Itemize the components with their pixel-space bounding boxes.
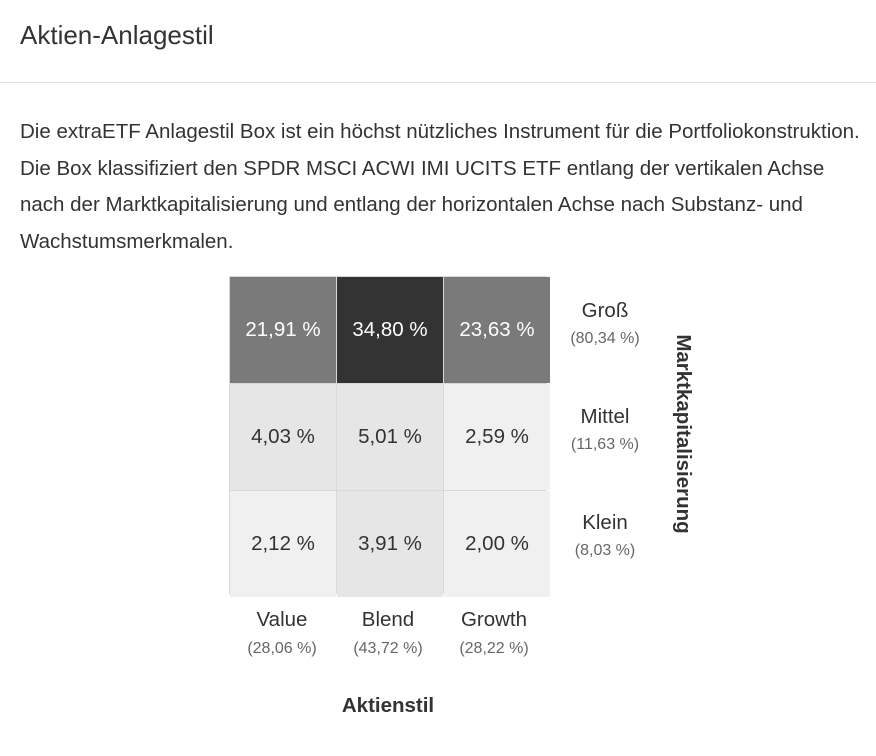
description-text: Die extraETF Anlagestil Box ist ein höch… [20, 120, 860, 253]
style-box-cell-small-value: 2,12 % [230, 491, 336, 597]
style-box-cell-mid-blend: 5,01 % [337, 384, 443, 490]
x-axis-label: Aktienstil [341, 694, 435, 717]
column-label-name: Value [256, 608, 308, 631]
row-label-name: Klein [582, 511, 628, 534]
row-label-name: Groß [581, 299, 629, 322]
column-label-blend: Blend (43,72 %) [335, 608, 441, 658]
row-label-name: Mittel [580, 405, 630, 428]
style-box-cell-large-blend: 34,80 % [337, 277, 443, 383]
row-label-percent: (8,03 %) [574, 542, 636, 559]
row-label-mid: Mittel (11,63 %) [560, 405, 650, 454]
column-label-percent: (43,72 %) [353, 640, 423, 657]
column-label-name: Blend [361, 608, 415, 631]
row-label-large: Groß (80,34 %) [560, 299, 650, 348]
style-box-cell-mid-value: 4,03 % [230, 384, 336, 490]
section-header: Aktien-Anlagestil [0, 0, 876, 83]
column-label-percent: (28,22 %) [459, 640, 529, 657]
style-box-cell-large-value: 21,91 % [230, 277, 336, 383]
style-box-cell-mid-growth: 2,59 % [444, 384, 550, 490]
style-box-cell-large-growth: 23,63 % [444, 277, 550, 383]
section-title: Aktien-Anlagestil [20, 20, 214, 50]
style-box-cell-small-blend: 3,91 % [337, 491, 443, 597]
column-label-name: Growth [460, 608, 528, 631]
column-label-growth: Growth (28,22 %) [441, 608, 547, 658]
row-label-small: Klein (8,03 %) [560, 511, 650, 560]
row-label-percent: (80,34 %) [570, 330, 640, 347]
style-box-cell-small-growth: 2,00 % [444, 491, 550, 597]
row-label-percent: (11,63 %) [570, 436, 640, 453]
column-label-percent: (28,06 %) [247, 640, 317, 657]
column-label-value: Value (28,06 %) [229, 608, 335, 658]
y-axis-label: Marktkapitalisierung [672, 334, 695, 534]
style-box-grid: 21,91 % 34,80 % 23,63 % 4,03 % 5,01 % 2,… [229, 276, 550, 597]
